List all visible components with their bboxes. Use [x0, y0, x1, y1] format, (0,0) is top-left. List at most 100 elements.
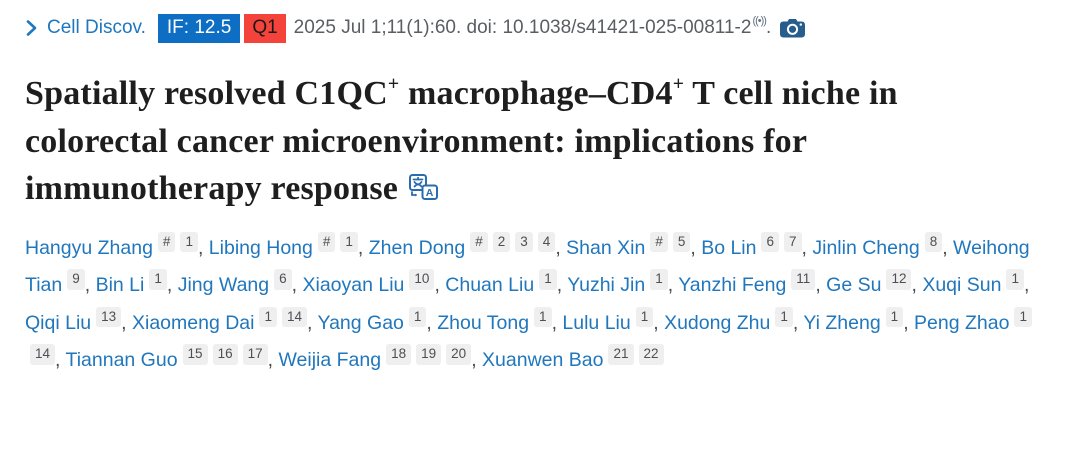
- affiliation-badge[interactable]: 7: [784, 231, 802, 253]
- author-link[interactable]: Shan Xin: [566, 236, 646, 259]
- affiliation-badge[interactable]: 1: [1006, 269, 1024, 290]
- author-link[interactable]: Weijia Fang: [278, 349, 382, 372]
- affiliation-badge[interactable]: 20: [446, 344, 472, 365]
- title-superscript: +: [672, 72, 685, 95]
- author-link[interactable]: Xudong Zhu: [664, 311, 771, 334]
- citation-period: .: [765, 17, 772, 38]
- article-title: Spatially resolved C1QC+ macrophage–CD4+…: [25, 70, 1025, 213]
- affiliation-badge[interactable]: 1: [534, 306, 552, 328]
- affiliation-badge[interactable]: 6: [274, 269, 292, 290]
- author-separator: ,: [307, 311, 318, 334]
- author-link[interactable]: Ge Su: [826, 274, 882, 297]
- author-link[interactable]: Lulu Liu: [562, 311, 631, 334]
- affiliation-badge[interactable]: 1: [149, 269, 167, 290]
- affiliation-badge[interactable]: 15: [182, 344, 208, 365]
- affiliation-badge[interactable]: 11: [791, 269, 816, 290]
- affiliation-badge[interactable]: 17: [242, 344, 268, 365]
- author-link[interactable]: Bin Li: [95, 274, 145, 297]
- author-separator: ,: [551, 311, 563, 334]
- affiliation-badge[interactable]: 8: [924, 231, 943, 253]
- affiliation-badge[interactable]: 1: [635, 306, 654, 328]
- impact-factor-badge[interactable]: IF: 12.5: [157, 13, 241, 43]
- equal-contribution-badge[interactable]: #: [157, 231, 176, 253]
- author-separator: ,: [197, 236, 209, 259]
- author-link[interactable]: Yi Zheng: [803, 311, 881, 334]
- affiliation-badge[interactable]: 18: [386, 344, 412, 365]
- affiliation-badge[interactable]: 1: [885, 306, 904, 328]
- author-separator: ,: [667, 274, 679, 297]
- journal-toggle-chevron-icon[interactable]: [25, 19, 38, 37]
- author-link[interactable]: Hangyu Zhang: [25, 236, 153, 259]
- affiliation-badge[interactable]: 5: [672, 231, 691, 253]
- equal-contribution-badge[interactable]: #: [317, 231, 336, 253]
- author-separator: ,: [555, 236, 567, 259]
- affiliation-badge[interactable]: 16: [212, 344, 238, 365]
- author-separator: ,: [556, 274, 568, 297]
- author-separator: ,: [357, 236, 369, 259]
- author-separator: ,: [903, 311, 915, 334]
- author-link[interactable]: Jing Wang: [177, 274, 270, 297]
- author-separator: ,: [267, 349, 279, 372]
- author-list: Hangyu Zhang #1, Libing Hong #1, Zhen Dong…: [25, 230, 1045, 380]
- author-link[interactable]: Xuqi Sun: [922, 274, 1002, 297]
- author-separator: ,: [471, 349, 483, 372]
- author-link[interactable]: Xiaoyan Liu: [302, 274, 405, 297]
- author-link[interactable]: Weihong Tian: [25, 236, 1030, 297]
- affiliation-badge[interactable]: 1: [340, 231, 358, 253]
- affiliation-badge[interactable]: 1: [775, 306, 793, 328]
- author-link[interactable]: Bo Lin: [701, 236, 757, 259]
- doi-signal-icon: ((•)): [752, 15, 766, 27]
- author-separator: ,: [653, 311, 665, 334]
- author-separator: ,: [55, 349, 66, 372]
- affiliation-badge[interactable]: 10: [409, 269, 435, 290]
- author-separator: ,: [166, 274, 178, 297]
- affiliation-badge[interactable]: 1: [1014, 306, 1032, 328]
- author-separator: ,: [815, 274, 827, 297]
- citation-text: 2025 Jul 1;11(1):60. doi: 10.1038/s41421…: [293, 17, 752, 38]
- affiliation-badge[interactable]: 14: [282, 306, 308, 328]
- affiliation-badge[interactable]: 2: [492, 231, 511, 253]
- affiliation-badge[interactable]: 6: [761, 231, 779, 253]
- camera-icon[interactable]: [779, 17, 806, 39]
- author-link[interactable]: Xiaomeng Dai: [132, 311, 255, 334]
- affiliation-badge[interactable]: 9: [67, 269, 85, 290]
- affiliation-badge[interactable]: 1: [408, 306, 427, 328]
- author-link[interactable]: Tiannan Guo: [65, 349, 178, 372]
- author-link[interactable]: Qiqi Liu: [25, 311, 92, 334]
- affiliation-badge[interactable]: 14: [30, 344, 56, 365]
- journal-link[interactable]: Cell Discov.: [47, 17, 146, 38]
- affiliation-badge[interactable]: 3: [515, 231, 533, 253]
- equal-contribution-badge[interactable]: #: [650, 231, 668, 253]
- quartile-badge[interactable]: Q1: [244, 13, 286, 43]
- author-link[interactable]: Yanzhi Feng: [678, 274, 787, 297]
- affiliation-badge[interactable]: 1: [180, 231, 198, 253]
- affiliation-badge[interactable]: 12: [886, 269, 912, 290]
- title-text: macrophage–CD4: [399, 75, 673, 112]
- author-link[interactable]: Yuzhi Jin: [567, 274, 646, 297]
- translate-icon[interactable]: A: [408, 167, 439, 215]
- author-separator: ,: [434, 274, 446, 297]
- author-link[interactable]: Peng Zhao: [914, 311, 1010, 334]
- affiliation-badge[interactable]: 1: [539, 269, 557, 290]
- author-separator: ,: [911, 274, 923, 297]
- affiliation-badge[interactable]: 22: [638, 344, 664, 365]
- affiliation-badge[interactable]: 4: [537, 231, 556, 253]
- author-link[interactable]: Jinlin Cheng: [812, 236, 920, 259]
- author-separator: ,: [426, 311, 438, 334]
- author-link[interactable]: Zhou Tong: [437, 311, 530, 334]
- equal-contribution-badge[interactable]: #: [470, 231, 488, 253]
- affiliation-badge[interactable]: 1: [259, 306, 277, 328]
- author-link[interactable]: Zhen Dong: [368, 236, 466, 259]
- affiliation-badge[interactable]: 1: [650, 269, 668, 290]
- affiliation-badge[interactable]: 21: [608, 344, 634, 365]
- article-title-text: Spatially resolved C1QC+ macrophage–CD4+…: [25, 72, 898, 208]
- author-link[interactable]: Xuanwen Bao: [482, 349, 604, 372]
- author-link[interactable]: Libing Hong: [208, 236, 313, 259]
- author-link[interactable]: Chuan Liu: [445, 274, 535, 297]
- affiliation-badge[interactable]: 13: [96, 306, 122, 328]
- title-text: Spatially resolved C1QC: [25, 75, 388, 112]
- author-separator: ,: [1024, 274, 1030, 297]
- author-link[interactable]: Yang Gao: [317, 311, 404, 334]
- affiliation-badge[interactable]: 19: [416, 344, 442, 365]
- title-text: T cell niche in colorectal cancer microe…: [25, 75, 898, 208]
